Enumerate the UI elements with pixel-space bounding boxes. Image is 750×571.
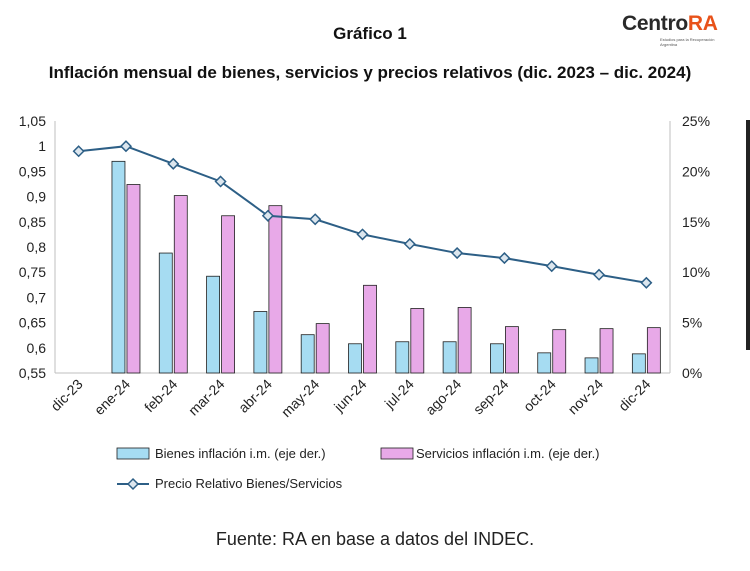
bar-servicios	[505, 326, 519, 374]
y-right-tick-label: 0%	[682, 365, 702, 381]
bar-servicios	[173, 195, 188, 374]
x-tick-label: nov-24	[565, 376, 607, 418]
bar-servicios	[410, 308, 425, 374]
bar-bienes	[490, 343, 504, 374]
logo-word-accent: RA	[687, 12, 718, 35]
x-tick-label: may-24	[278, 376, 322, 420]
x-tick-label: jun-24	[330, 376, 370, 416]
bar-servicios	[221, 215, 235, 374]
x-tick-label: abr-24	[235, 376, 275, 416]
y-left-tick-label: 0,85	[19, 214, 46, 230]
legend-label-precio-relativo: Precio Relativo Bienes/Servicios	[155, 476, 343, 491]
marker-precio-relativo	[640, 276, 653, 289]
logo-subtitle: Estudios para la Recuperación Argentina	[660, 37, 715, 47]
bar-servicios	[646, 327, 661, 374]
x-tick-label: ene-24	[91, 376, 133, 418]
bar-bienes	[111, 160, 126, 374]
y-left-tick-label: 0,75	[19, 264, 46, 280]
edge-strip	[746, 120, 750, 350]
logo-word: CentroRA	[622, 12, 718, 36]
source-note: Fuente: RA en base a datos del INDEC.	[215, 529, 535, 549]
y-left-tick-label: 1,05	[19, 113, 46, 129]
x-tick-label: jul-24	[381, 376, 417, 412]
y-right-tick-label: 20%	[682, 163, 710, 179]
x-tick-label: dic-24	[615, 376, 653, 414]
y-right-tick-label: 25%	[682, 113, 710, 129]
marker-precio-relativo	[451, 246, 464, 260]
bar-bienes	[158, 252, 173, 374]
legend-swatch-bienes	[116, 447, 150, 460]
y-left-tick-label: 0,6	[27, 340, 47, 356]
legend-marker-precio-relativo	[126, 477, 140, 491]
marker-precio-relativo	[167, 157, 180, 170]
marker-precio-relativo	[72, 145, 85, 158]
marker-precio-relativo	[592, 268, 606, 281]
legend-label-bienes: Bienes inflación i.m. (eje der.)	[155, 446, 326, 461]
bar-servicios	[315, 323, 330, 374]
bar-bienes	[537, 352, 552, 374]
y-left-tick-label: 0,7	[27, 289, 47, 305]
x-tick-label: mar-24	[185, 376, 228, 419]
bar-servicios	[268, 205, 283, 374]
marker-precio-relativo	[309, 213, 322, 226]
chart-title: Inflación mensual de bienes, servicios y…	[48, 63, 692, 82]
y-left-tick-label: 0,65	[19, 315, 46, 331]
marker-precio-relativo	[214, 175, 227, 188]
bar-servicios	[126, 184, 141, 374]
y-right-tick-label: 5%	[682, 315, 702, 331]
x-tick-label: dic-23	[47, 376, 85, 414]
legend-swatch-servicios	[380, 447, 414, 460]
legend-label-servicios: Servicios inflación i.m. (eje der.)	[416, 446, 600, 461]
marker-precio-relativo	[119, 140, 133, 153]
y-right-tick-label: 15%	[682, 214, 710, 230]
bar-servicios	[552, 329, 567, 374]
x-tick-label: sep-24	[470, 376, 512, 418]
y-left-tick-label: 0,95	[19, 163, 46, 179]
marker-precio-relativo	[356, 228, 369, 241]
bar-bienes	[584, 357, 599, 374]
x-tick-label: feb-24	[141, 376, 181, 416]
bar-bienes	[348, 343, 362, 374]
x-tick-label: oct-24	[520, 376, 559, 415]
bar-bienes	[395, 341, 410, 374]
bar-servicios	[599, 328, 614, 374]
bar-bienes	[631, 353, 646, 374]
marker-precio-relativo	[498, 252, 511, 265]
bar-servicios	[457, 307, 472, 374]
bar-bienes	[253, 311, 268, 374]
bar-bienes	[206, 275, 220, 374]
marker-precio-relativo	[261, 209, 274, 222]
marker-precio-relativo	[545, 260, 558, 273]
bar-servicios	[363, 284, 377, 374]
chart: 0,55 0,6 0,65 0,7 0,75 0,8 0,85 0,9 0,95 1 1,05 0% 5…	[19, 113, 710, 491]
marker-precio-relativo	[403, 237, 416, 251]
x-tick-label: ago-24	[422, 376, 464, 418]
figure-label: Gráfico 1	[333, 24, 407, 43]
y-left-tick-label: 0,8	[27, 239, 47, 255]
bar-bienes	[442, 341, 457, 374]
y-left-tick-label: 0,55	[19, 365, 46, 381]
y-left-tick-label: 0,9	[27, 189, 47, 205]
bar-bienes	[300, 334, 315, 374]
y-left-tick-label: 1	[38, 138, 46, 154]
centro-ra-logo: CentroRA Estudios para la Recuperación A…	[622, 12, 732, 52]
logo-word-main: Centro	[622, 12, 688, 35]
y-right-tick-label: 10%	[682, 264, 710, 280]
